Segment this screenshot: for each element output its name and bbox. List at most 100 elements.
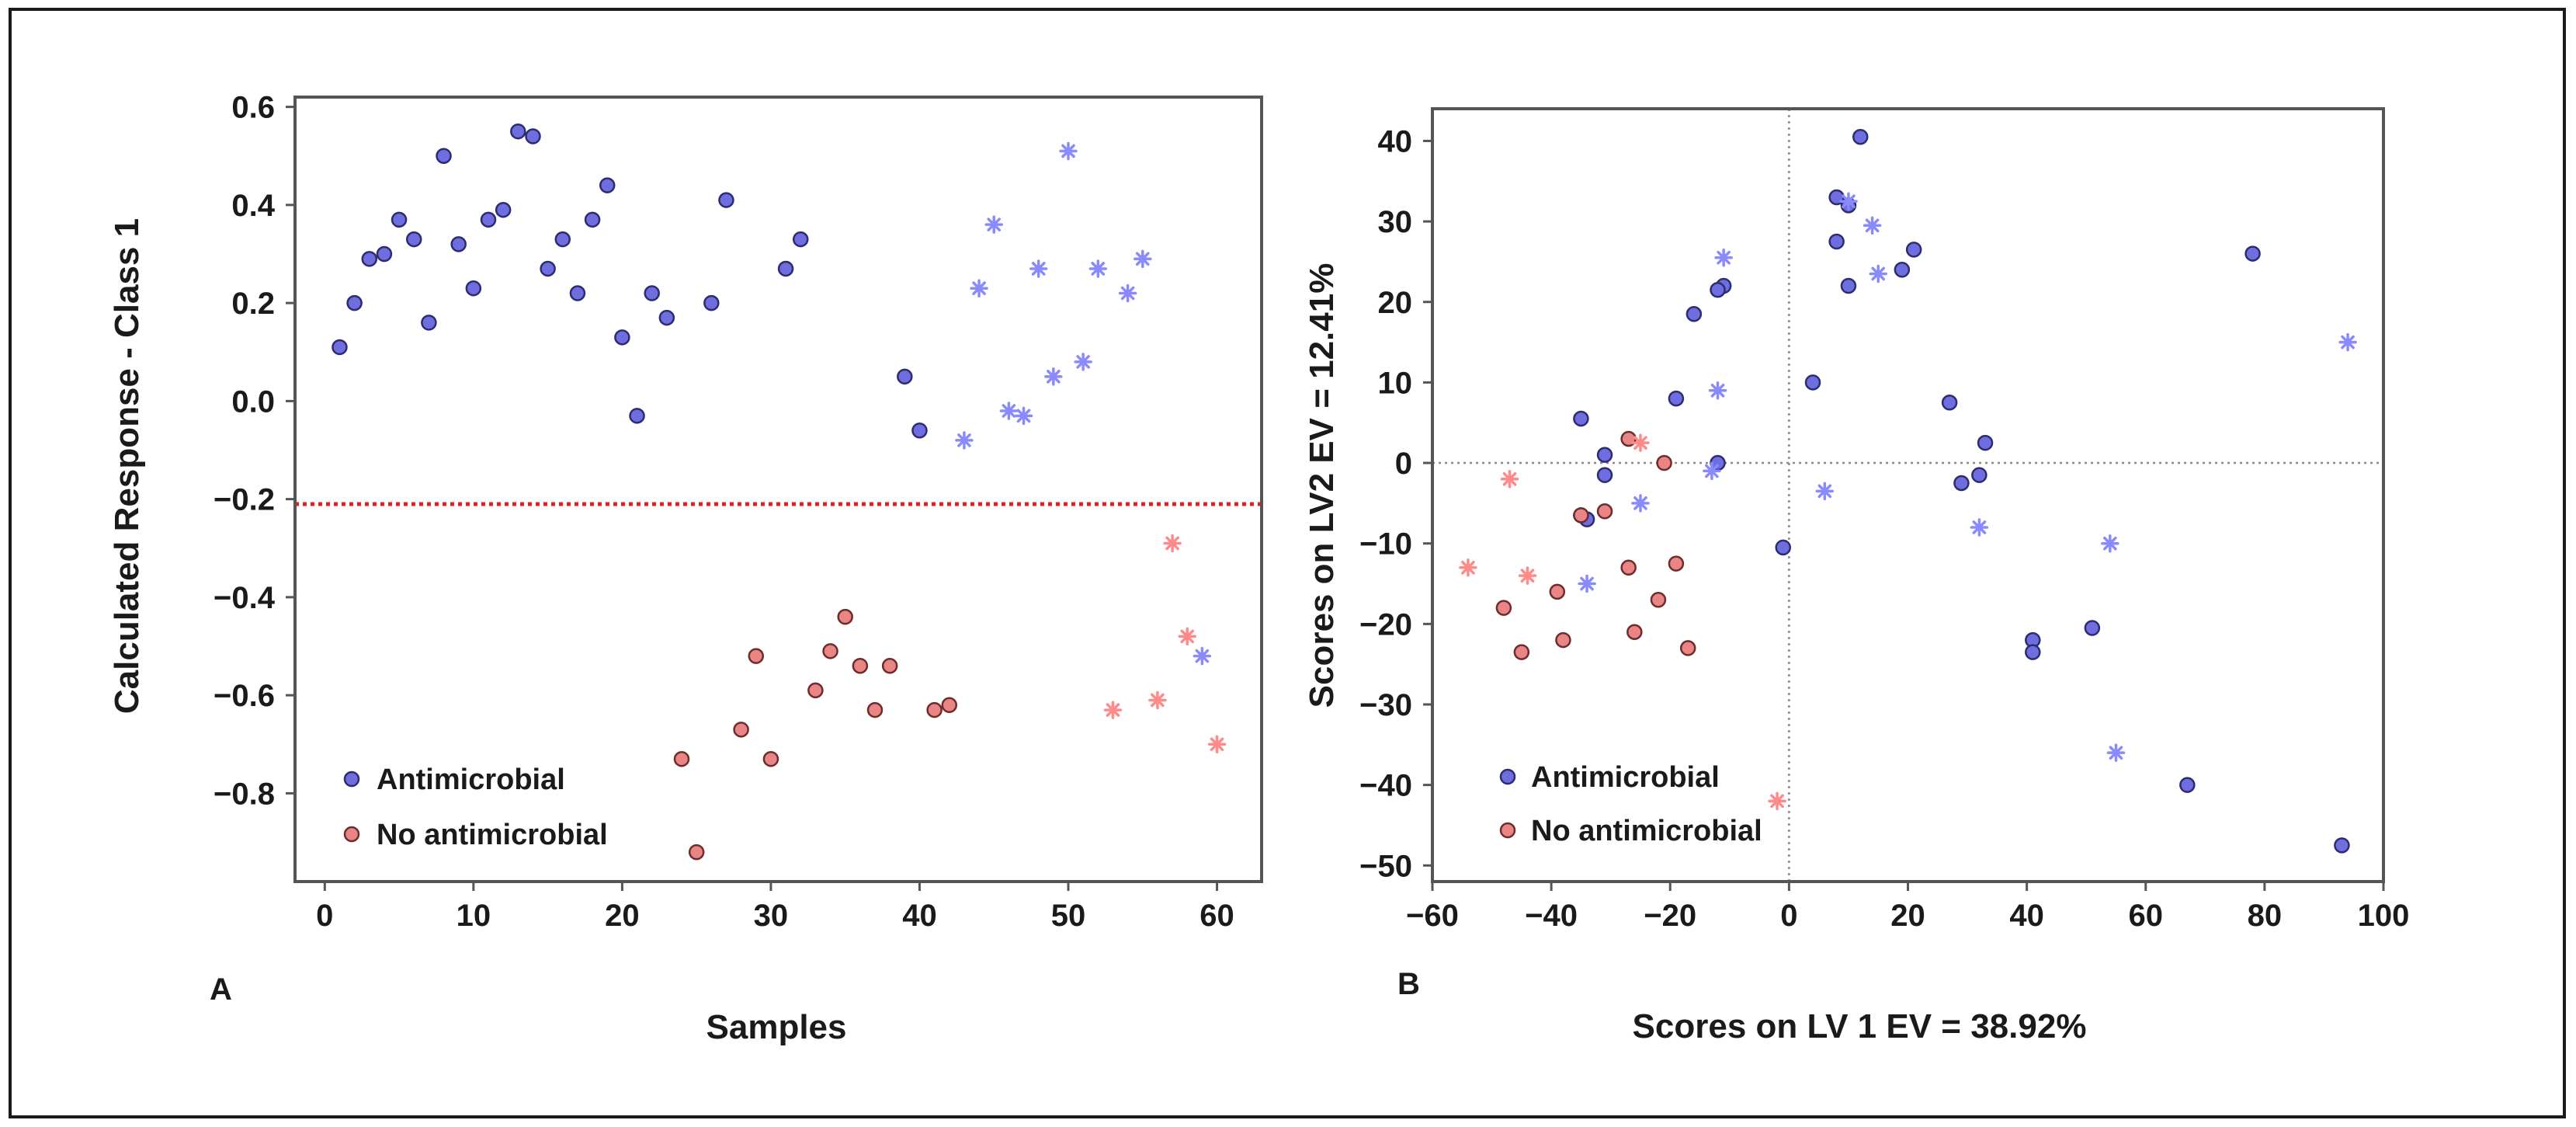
antimicrobial-point bbox=[1941, 395, 1958, 411]
antimicrobial-prediction-point bbox=[1029, 259, 1048, 278]
antimicrobial-prediction-point bbox=[1970, 518, 1989, 537]
antimicrobial-point bbox=[1596, 447, 1613, 463]
y-tick-label: −50 bbox=[1359, 849, 1412, 883]
antimicrobial-prediction-point bbox=[1708, 381, 1727, 400]
antimicrobial-point bbox=[421, 315, 437, 331]
x-tick-label: 20 bbox=[1890, 899, 1925, 933]
no-antimicrobial-prediction-point bbox=[1459, 558, 1477, 577]
no-antimicrobial-point bbox=[1656, 454, 1672, 471]
antimicrobial-point bbox=[911, 423, 928, 439]
antimicrobial-prediction-point bbox=[1815, 482, 1835, 501]
antimicrobial-point bbox=[644, 285, 660, 301]
antimicrobial-prediction-point bbox=[1074, 353, 1092, 371]
antimicrobial-point bbox=[2334, 837, 2350, 854]
antimicrobial-point bbox=[569, 285, 586, 301]
panel-a-plot-frame bbox=[293, 96, 1263, 883]
antimicrobial-point bbox=[1686, 306, 1703, 322]
no-antimicrobial-point bbox=[1626, 624, 1643, 640]
panel-a: 0 10 20 30 40 50 60 0.6 0.4 0.2 0.0 −0.2 −0.4 −0.6 −0.… bbox=[108, 91, 1263, 1046]
antimicrobial-point bbox=[703, 294, 720, 311]
antimicrobial-point bbox=[2244, 245, 2261, 262]
no-antimicrobial-point bbox=[748, 648, 765, 664]
no-antimicrobial-prediction-point bbox=[1207, 735, 1227, 753]
antimicrobial-prediction-point bbox=[1839, 192, 1858, 210]
antimicrobial-prediction-point bbox=[2101, 534, 2119, 553]
x-tick-label: 20 bbox=[605, 899, 640, 933]
y-tick-label: −40 bbox=[1359, 769, 1412, 803]
antimicrobial-point bbox=[525, 128, 541, 144]
no-antimicrobial-point bbox=[733, 722, 749, 738]
no-antimicrobial-point bbox=[1679, 640, 1696, 656]
x-tick-label: 60 bbox=[2129, 899, 2164, 933]
no-antimicrobial-point bbox=[852, 658, 869, 674]
x-tick-label: −20 bbox=[1644, 899, 1696, 933]
no-antimicrobial-point bbox=[1668, 555, 1685, 572]
no-antimicrobial-prediction-point bbox=[1163, 534, 1182, 553]
y-tick-label: 0.2 bbox=[231, 287, 275, 321]
panel-b-ticks: −60 −40 −20 0 20 40 60 80 100403020100−10−20−30−… bbox=[1359, 124, 2409, 933]
antimicrobial-point bbox=[2179, 777, 2196, 793]
legend-no-antimicrobial-marker bbox=[343, 826, 360, 843]
antimicrobial-prediction-point bbox=[1703, 461, 1721, 481]
antimicrobial-prediction-point bbox=[1014, 406, 1033, 426]
y-tick-label: 40 bbox=[1378, 124, 1413, 158]
no-antimicrobial-point bbox=[673, 750, 690, 767]
no-antimicrobial-point bbox=[1495, 600, 1512, 616]
no-antimicrobial-point bbox=[807, 682, 824, 699]
antimicrobial-prediction-point bbox=[984, 215, 1003, 234]
antimicrobial-prediction-point bbox=[1714, 248, 1733, 267]
no-antimicrobial-point bbox=[1549, 583, 1566, 600]
figure-border bbox=[9, 8, 2566, 1118]
antimicrobial-prediction-point bbox=[1578, 574, 1596, 593]
antimicrobial-point bbox=[436, 148, 452, 164]
antimicrobial-point bbox=[2084, 620, 2101, 636]
antimicrobial-point bbox=[1828, 233, 1845, 250]
antimicrobial-prediction-point bbox=[1088, 259, 1108, 278]
no-antimicrobial-prediction-point bbox=[1768, 791, 1786, 811]
antimicrobial-point bbox=[361, 251, 378, 267]
panel-b-label: B bbox=[1397, 967, 1420, 1001]
panel-a-label: A bbox=[210, 972, 232, 1007]
antimicrobial-point bbox=[450, 236, 467, 252]
antimicrobial-prediction-point bbox=[1869, 264, 1887, 283]
antimicrobial-point bbox=[2025, 644, 2041, 660]
x-tick-label: 30 bbox=[754, 899, 789, 933]
no-antimicrobial-point bbox=[822, 643, 838, 659]
antimicrobial-point bbox=[1852, 129, 1869, 145]
no-antimicrobial-point bbox=[1650, 591, 1667, 608]
antimicrobial-prediction-point bbox=[1044, 367, 1063, 386]
antimicrobial-point bbox=[346, 294, 363, 311]
antimicrobial-point bbox=[1596, 467, 1613, 483]
no-antimicrobial-prediction-point bbox=[1178, 627, 1196, 646]
antimicrobial-point bbox=[480, 211, 497, 228]
y-tick-label: −0.6 bbox=[214, 679, 275, 713]
x-tick-label: 10 bbox=[457, 899, 491, 933]
y-tick-label: −10 bbox=[1359, 527, 1412, 562]
y-tick-label: −20 bbox=[1359, 607, 1412, 642]
no-antimicrobial-point bbox=[1513, 644, 1530, 660]
legend-antimicrobial-marker bbox=[1499, 768, 1516, 785]
antimicrobial-prediction-point bbox=[999, 402, 1019, 420]
x-tick-label: 100 bbox=[2358, 899, 2410, 933]
antimicrobial-point bbox=[1971, 467, 1988, 483]
y-tick-label: −0.4 bbox=[214, 581, 276, 615]
antimicrobial-point bbox=[465, 280, 482, 297]
antimicrobial-point bbox=[1668, 390, 1685, 407]
antimicrobial-prediction-point bbox=[1863, 216, 1882, 235]
no-antimicrobial-point bbox=[881, 658, 898, 674]
y-tick-label: −0.8 bbox=[214, 777, 275, 811]
no-antimicrobial-prediction-point bbox=[1148, 690, 1167, 710]
legend-no-antimicrobial-label: No antimicrobial bbox=[1531, 815, 1762, 847]
y-tick-label: 10 bbox=[1378, 366, 1413, 400]
antimicrobial-point bbox=[332, 339, 348, 356]
antimicrobial-point bbox=[792, 231, 809, 248]
antimicrobial-prediction-point bbox=[1118, 283, 1137, 303]
x-tick-label: 40 bbox=[902, 899, 937, 933]
x-tick-label: 40 bbox=[2009, 899, 2044, 933]
no-antimicrobial-prediction-point bbox=[1103, 701, 1123, 719]
panel-a-markers bbox=[332, 123, 1227, 861]
no-antimicrobial-point bbox=[941, 697, 958, 713]
y-tick-label: 0.4 bbox=[231, 189, 275, 223]
antimicrobial-point bbox=[1775, 539, 1791, 556]
antimicrobial-point bbox=[1977, 434, 1994, 451]
